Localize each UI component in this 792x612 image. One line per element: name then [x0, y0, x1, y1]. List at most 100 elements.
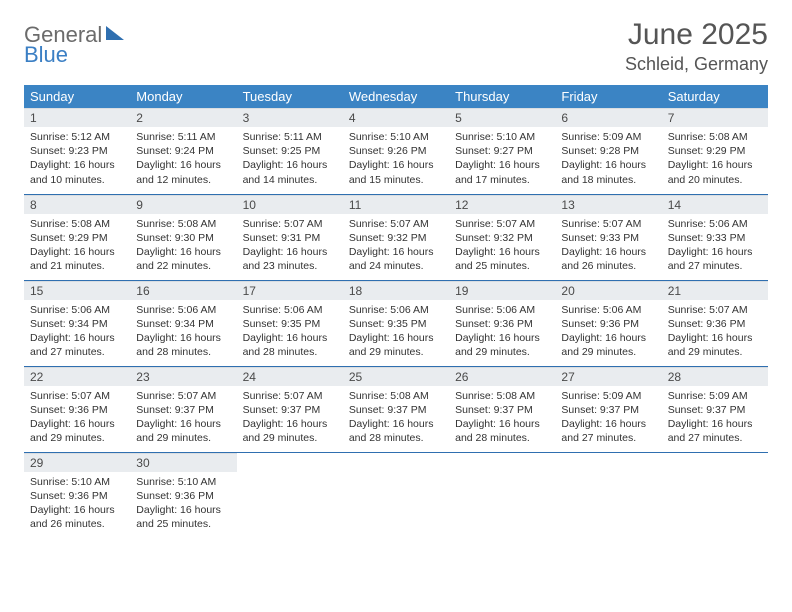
weekday-header: Friday	[555, 85, 661, 108]
sunrise-line: Sunrise: 5:07 AM	[243, 217, 337, 231]
day-number: 23	[130, 367, 236, 386]
daylight-line: Daylight: 16 hours and 20 minutes.	[668, 158, 762, 186]
day-number: 15	[24, 281, 130, 300]
calendar-day-cell: 10Sunrise: 5:07 AMSunset: 9:31 PMDayligh…	[237, 194, 343, 280]
weekday-header: Wednesday	[343, 85, 449, 108]
sunset-line: Sunset: 9:31 PM	[243, 231, 337, 245]
sunrise-line: Sunrise: 5:11 AM	[136, 130, 230, 144]
day-number: 1	[24, 108, 130, 127]
sunrise-line: Sunrise: 5:09 AM	[561, 389, 655, 403]
sunset-line: Sunset: 9:27 PM	[455, 144, 549, 158]
weekday-header: Thursday	[449, 85, 555, 108]
daylight-line: Daylight: 16 hours and 29 minutes.	[561, 331, 655, 359]
calendar-day-cell: 14Sunrise: 5:06 AMSunset: 9:33 PMDayligh…	[662, 194, 768, 280]
sunrise-line: Sunrise: 5:12 AM	[30, 130, 124, 144]
daylight-line: Daylight: 16 hours and 29 minutes.	[349, 331, 443, 359]
day-details: Sunrise: 5:07 AMSunset: 9:36 PMDaylight:…	[24, 386, 130, 450]
calendar-day-cell: 25Sunrise: 5:08 AMSunset: 9:37 PMDayligh…	[343, 366, 449, 452]
day-details: Sunrise: 5:06 AMSunset: 9:36 PMDaylight:…	[449, 300, 555, 364]
sunrise-line: Sunrise: 5:07 AM	[455, 217, 549, 231]
sunset-line: Sunset: 9:37 PM	[243, 403, 337, 417]
day-details: Sunrise: 5:08 AMSunset: 9:29 PMDaylight:…	[662, 127, 768, 191]
weekday-header-row: Sunday Monday Tuesday Wednesday Thursday…	[24, 85, 768, 108]
calendar-day-cell: 16Sunrise: 5:06 AMSunset: 9:34 PMDayligh…	[130, 280, 236, 366]
sunrise-line: Sunrise: 5:09 AM	[561, 130, 655, 144]
sunset-line: Sunset: 9:37 PM	[136, 403, 230, 417]
daylight-line: Daylight: 16 hours and 26 minutes.	[561, 245, 655, 273]
sunrise-line: Sunrise: 5:06 AM	[30, 303, 124, 317]
daylight-line: Daylight: 16 hours and 28 minutes.	[136, 331, 230, 359]
day-details: Sunrise: 5:08 AMSunset: 9:30 PMDaylight:…	[130, 214, 236, 278]
brand-logo: General Blue	[24, 18, 124, 66]
day-number: 10	[237, 195, 343, 214]
calendar-day-cell: 21Sunrise: 5:07 AMSunset: 9:36 PMDayligh…	[662, 280, 768, 366]
sunrise-line: Sunrise: 5:08 AM	[455, 389, 549, 403]
calendar-day-cell: 27Sunrise: 5:09 AMSunset: 9:37 PMDayligh…	[555, 366, 661, 452]
day-number: 24	[237, 367, 343, 386]
calendar-day-cell: 7Sunrise: 5:08 AMSunset: 9:29 PMDaylight…	[662, 108, 768, 194]
sunrise-line: Sunrise: 5:06 AM	[243, 303, 337, 317]
daylight-line: Daylight: 16 hours and 28 minutes.	[349, 417, 443, 445]
calendar-day-cell: 1Sunrise: 5:12 AMSunset: 9:23 PMDaylight…	[24, 108, 130, 194]
calendar-day-cell: 9Sunrise: 5:08 AMSunset: 9:30 PMDaylight…	[130, 194, 236, 280]
day-number: 2	[130, 108, 236, 127]
calendar-day-cell: 18 Sunrise: 5:06 AMSunset: 9:35 PMDayligh…	[343, 280, 449, 366]
sunrise-line: Sunrise: 5:08 AM	[136, 217, 230, 231]
day-number: 17	[237, 281, 343, 300]
sunrise-line: Sunrise: 5:07 AM	[243, 389, 337, 403]
daylight-line: Daylight: 16 hours and 15 minutes.	[349, 158, 443, 186]
sunrise-line: Sunrise: 5:07 AM	[136, 389, 230, 403]
weekday-header: Saturday	[662, 85, 768, 108]
calendar-day-cell: ..	[449, 452, 555, 538]
daylight-line: Daylight: 16 hours and 28 minutes.	[243, 331, 337, 359]
sunrise-line: Sunrise: 5:11 AM	[243, 130, 337, 144]
daylight-line: Daylight: 16 hours and 12 minutes.	[136, 158, 230, 186]
page-header: General Blue June 2025 Schleid, Germany	[24, 18, 768, 75]
daylight-line: Daylight: 16 hours and 29 minutes.	[668, 331, 762, 359]
sunrise-line: Sunrise: 5:10 AM	[30, 475, 124, 489]
day-details: Sunrise: 5:06 AMSunset: 9:36 PMDaylight:…	[555, 300, 661, 364]
day-number: 25	[343, 367, 449, 386]
calendar-day-cell: 2Sunrise: 5:11 AMSunset: 9:24 PMDaylight…	[130, 108, 236, 194]
sunrise-line: Sunrise: 5:08 AM	[668, 130, 762, 144]
sunset-line: Sunset: 9:35 PM	[349, 317, 443, 331]
sunset-line: Sunset: 9:34 PM	[30, 317, 124, 331]
sunrise-line: Sunrise: 5:06 AM	[349, 303, 443, 317]
calendar-day-cell: 6Sunrise: 5:09 AMSunset: 9:28 PMDaylight…	[555, 108, 661, 194]
day-number: 12	[449, 195, 555, 214]
day-details: Sunrise: 5:10 AMSunset: 9:36 PMDaylight:…	[130, 472, 236, 536]
calendar-week-row: 15Sunrise: 5:06 AMSunset: 9:34 PMDayligh…	[24, 280, 768, 366]
daylight-line: Daylight: 16 hours and 27 minutes.	[668, 417, 762, 445]
sunset-line: Sunset: 9:25 PM	[243, 144, 337, 158]
daylight-line: Daylight: 16 hours and 25 minutes.	[136, 503, 230, 531]
calendar-week-row: 22Sunrise: 5:07 AMSunset: 9:36 PMDayligh…	[24, 366, 768, 452]
day-details: Sunrise: 5:11 AMSunset: 9:25 PMDaylight:…	[237, 127, 343, 191]
sunset-line: Sunset: 9:36 PM	[30, 403, 124, 417]
weekday-header: Tuesday	[237, 85, 343, 108]
calendar-day-cell: 19Sunrise: 5:06 AMSunset: 9:36 PMDayligh…	[449, 280, 555, 366]
day-number: 14	[662, 195, 768, 214]
calendar-day-cell: 22Sunrise: 5:07 AMSunset: 9:36 PMDayligh…	[24, 366, 130, 452]
sunset-line: Sunset: 9:28 PM	[561, 144, 655, 158]
day-number: 5	[449, 108, 555, 127]
calendar-day-cell: 24Sunrise: 5:07 AMSunset: 9:37 PMDayligh…	[237, 366, 343, 452]
calendar-day-cell: 29Sunrise: 5:10 AMSunset: 9:36 PMDayligh…	[24, 452, 130, 538]
calendar-week-row: 8Sunrise: 5:08 AMSunset: 9:29 PMDaylight…	[24, 194, 768, 280]
calendar-day-cell: 8Sunrise: 5:08 AMSunset: 9:29 PMDaylight…	[24, 194, 130, 280]
weekday-header: Monday	[130, 85, 236, 108]
day-number: 6	[555, 108, 661, 127]
day-number: 18	[343, 281, 449, 300]
sunrise-line: Sunrise: 5:09 AM	[668, 389, 762, 403]
day-number: 11	[343, 195, 449, 214]
day-details: Sunrise: 5:09 AMSunset: 9:37 PMDaylight:…	[555, 386, 661, 450]
day-number: 16	[130, 281, 236, 300]
day-number: 27	[555, 367, 661, 386]
sunset-line: Sunset: 9:34 PM	[136, 317, 230, 331]
sunset-line: Sunset: 9:36 PM	[561, 317, 655, 331]
calendar-day-cell: 11Sunrise: 5:07 AMSunset: 9:32 PMDayligh…	[343, 194, 449, 280]
calendar-day-cell: ..	[237, 452, 343, 538]
sunset-line: Sunset: 9:37 PM	[455, 403, 549, 417]
day-details: Sunrise: 5:09 AMSunset: 9:28 PMDaylight:…	[555, 127, 661, 191]
sunrise-line: Sunrise: 5:10 AM	[455, 130, 549, 144]
sunset-line: Sunset: 9:36 PM	[136, 489, 230, 503]
